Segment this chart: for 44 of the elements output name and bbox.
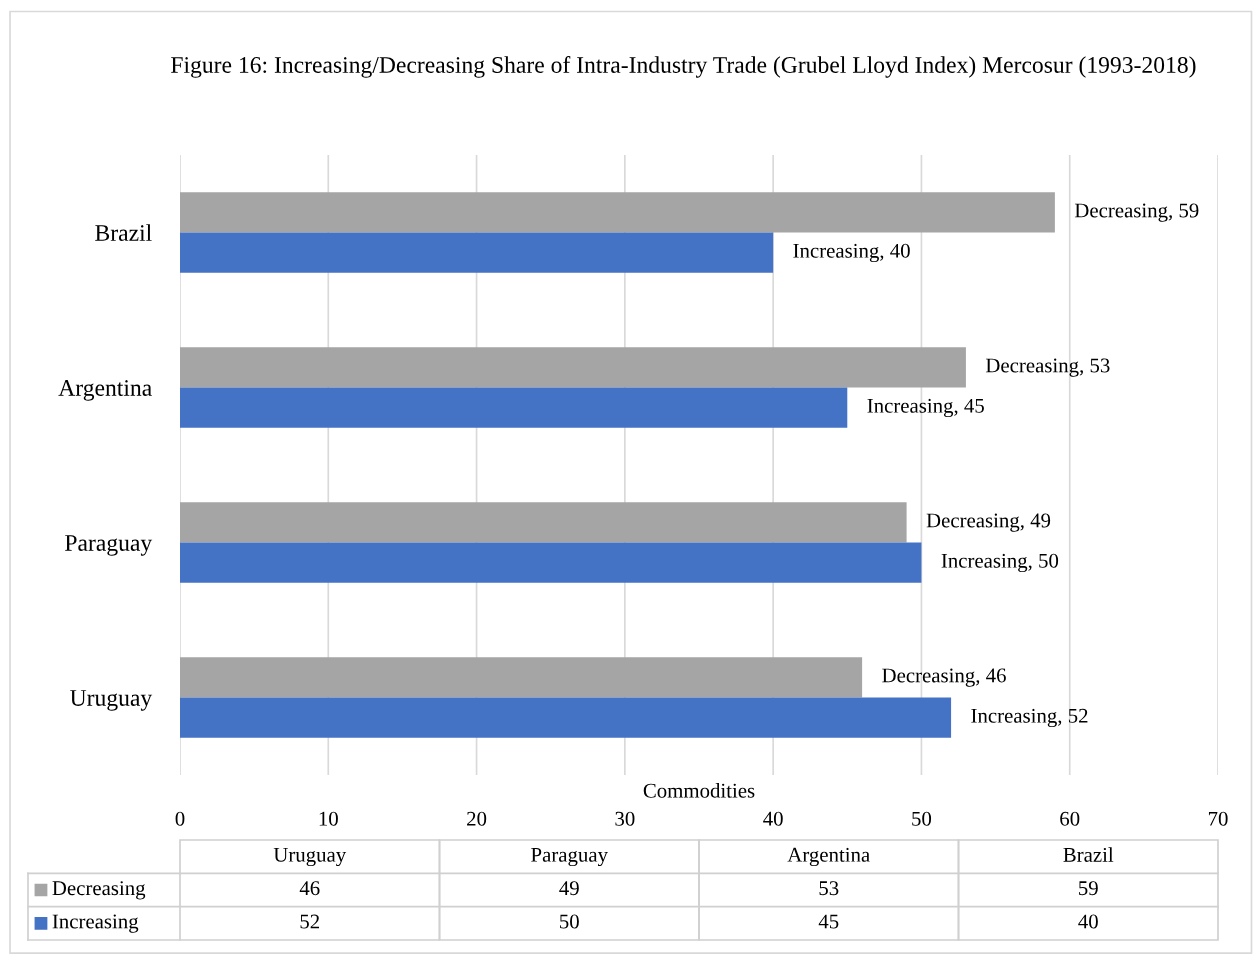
- category-label: Uruguay: [273, 847, 347, 867]
- y-tick-label: Paraguay: [65, 535, 153, 556]
- data-label: 46: [299, 881, 320, 896]
- bar: [180, 232, 774, 273]
- x-tick-label: 0: [175, 811, 185, 826]
- bar: [180, 387, 848, 428]
- data-label: 45: [818, 914, 839, 929]
- data-label: Increasing, 50: [941, 553, 1059, 573]
- y-tick-label: Brazil: [95, 224, 152, 241]
- x-tick-label: 70: [1208, 811, 1228, 826]
- data-label: 40: [1078, 914, 1098, 929]
- legend-label: Decreasing: [52, 881, 146, 900]
- category-label: Brazil: [1063, 847, 1114, 862]
- data-label: 50: [560, 914, 579, 929]
- x-tick-label: 10: [319, 811, 338, 826]
- data-label: Decreasing, 59: [1074, 203, 1199, 222]
- chart-title: Figure 16: Increasing/Decreasing Share of Intra-Industry Trade (Grubel Lloyd Index) Mercosur (1993-2018): [171, 56, 1196, 78]
- bar: [180, 542, 922, 583]
- x-tick-label: 60: [1060, 811, 1080, 826]
- x-tick-label: 40: [763, 811, 783, 826]
- category-label: Argentina: [787, 847, 870, 867]
- data-label: Increasing, 52: [971, 708, 1088, 728]
- bar: [180, 697, 952, 738]
- bar: [180, 502, 907, 543]
- x-tick-label: 20: [467, 811, 487, 826]
- data-label: 53: [819, 881, 839, 896]
- category-label: Paraguay: [531, 847, 608, 867]
- bar: [180, 192, 1055, 233]
- data-label: 49: [559, 881, 579, 896]
- legend-label: Increasing: [52, 914, 139, 933]
- x-tick-label: 30: [615, 811, 635, 826]
- data-label: Increasing, 45: [867, 398, 984, 418]
- data-label: Decreasing, 49: [926, 513, 1051, 532]
- data-label: Decreasing, 53: [985, 358, 1110, 377]
- data-label: Decreasing, 46: [882, 668, 1006, 687]
- x-axis-title: Commodities: [643, 783, 755, 798]
- data-label: 52: [300, 914, 320, 929]
- y-tick-label: Argentina: [58, 380, 152, 401]
- data-label: Increasing, 40: [793, 243, 910, 263]
- x-tick-label: 50: [912, 811, 932, 826]
- data-label: 59: [1079, 881, 1098, 896]
- bar: [180, 657, 863, 698]
- y-tick-label: Uruguay: [70, 690, 153, 711]
- bar: [180, 347, 966, 388]
